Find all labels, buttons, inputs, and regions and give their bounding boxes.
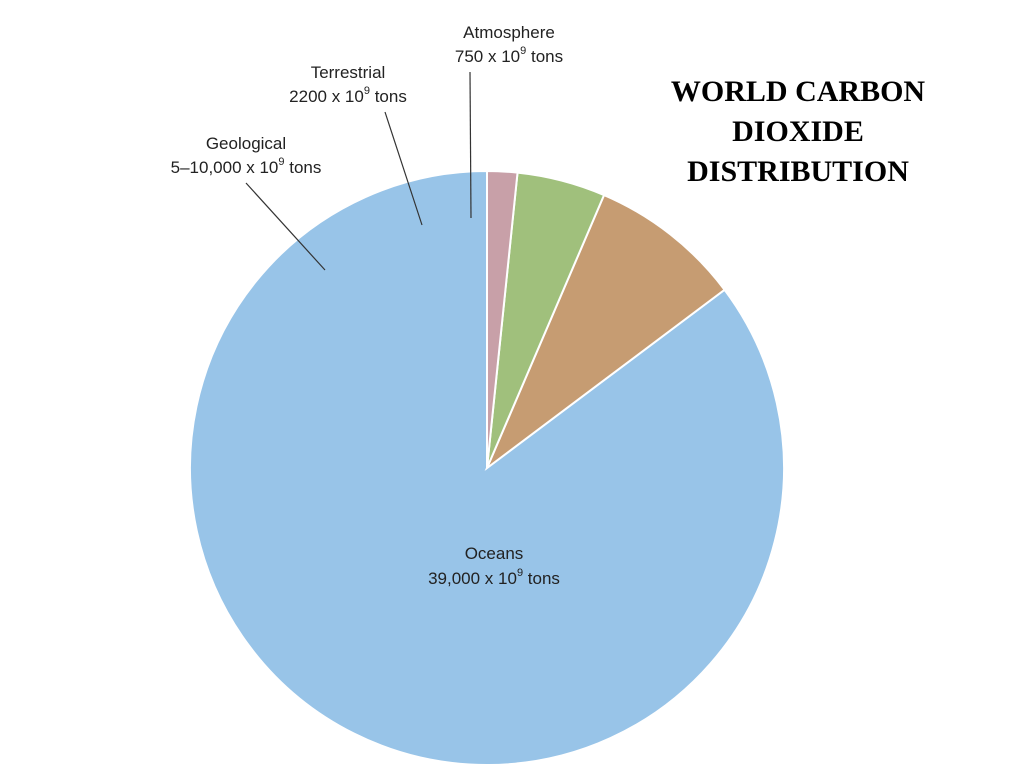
slice-value-unit: tons xyxy=(526,47,563,66)
leader-line-atmosphere xyxy=(469,71,472,219)
leader-line-geological xyxy=(245,182,326,271)
slice-label-terrestrial: Terrestrial xyxy=(311,63,386,82)
chart-title-line-1: WORLD CARBON xyxy=(670,75,926,108)
slice-value-geological: 5–10,000 x 109 tons xyxy=(171,156,322,177)
slice-value-base: 2200 x 10 xyxy=(289,87,364,106)
slice-value-exponent: 9 xyxy=(278,156,284,168)
slice-label-geological: Geological xyxy=(206,134,286,153)
chart-title-line-2: DIOXIDE xyxy=(732,115,864,148)
slice-value-unit: tons xyxy=(370,87,407,106)
pie-slice-atmosphere xyxy=(486,169,519,469)
slice-label-atmosphere: Atmosphere xyxy=(463,23,555,42)
leader-lines xyxy=(245,71,472,271)
leader-line-terrestrial xyxy=(384,111,423,226)
pie-slice-geological xyxy=(484,193,726,472)
slice-value-base: 5–10,000 x 10 xyxy=(171,158,279,177)
pie-slices xyxy=(189,169,785,766)
slice-label-oceans: Oceans xyxy=(465,544,524,563)
slice-value-exponent: 9 xyxy=(364,85,370,97)
slice-value-terrestrial: 2200 x 109 tons xyxy=(289,85,407,106)
slice-value-atmosphere: 750 x 109 tons xyxy=(455,45,563,66)
slice-value-exponent: 9 xyxy=(517,567,523,579)
chart-title-line-3: DISTRIBUTION xyxy=(687,155,909,188)
slice-value-base: 750 x 10 xyxy=(455,47,520,66)
slice-value-unit: tons xyxy=(285,158,322,177)
slice-value-exponent: 9 xyxy=(520,45,526,57)
slice-value-unit: tons xyxy=(523,569,560,588)
slice-value-base: 39,000 x 10 xyxy=(428,569,517,588)
slice-value-oceans: 39,000 x 109 tons xyxy=(428,567,560,588)
chart-title: WORLD CARBON DIOXIDE DISTRIBUTION xyxy=(640,72,956,192)
